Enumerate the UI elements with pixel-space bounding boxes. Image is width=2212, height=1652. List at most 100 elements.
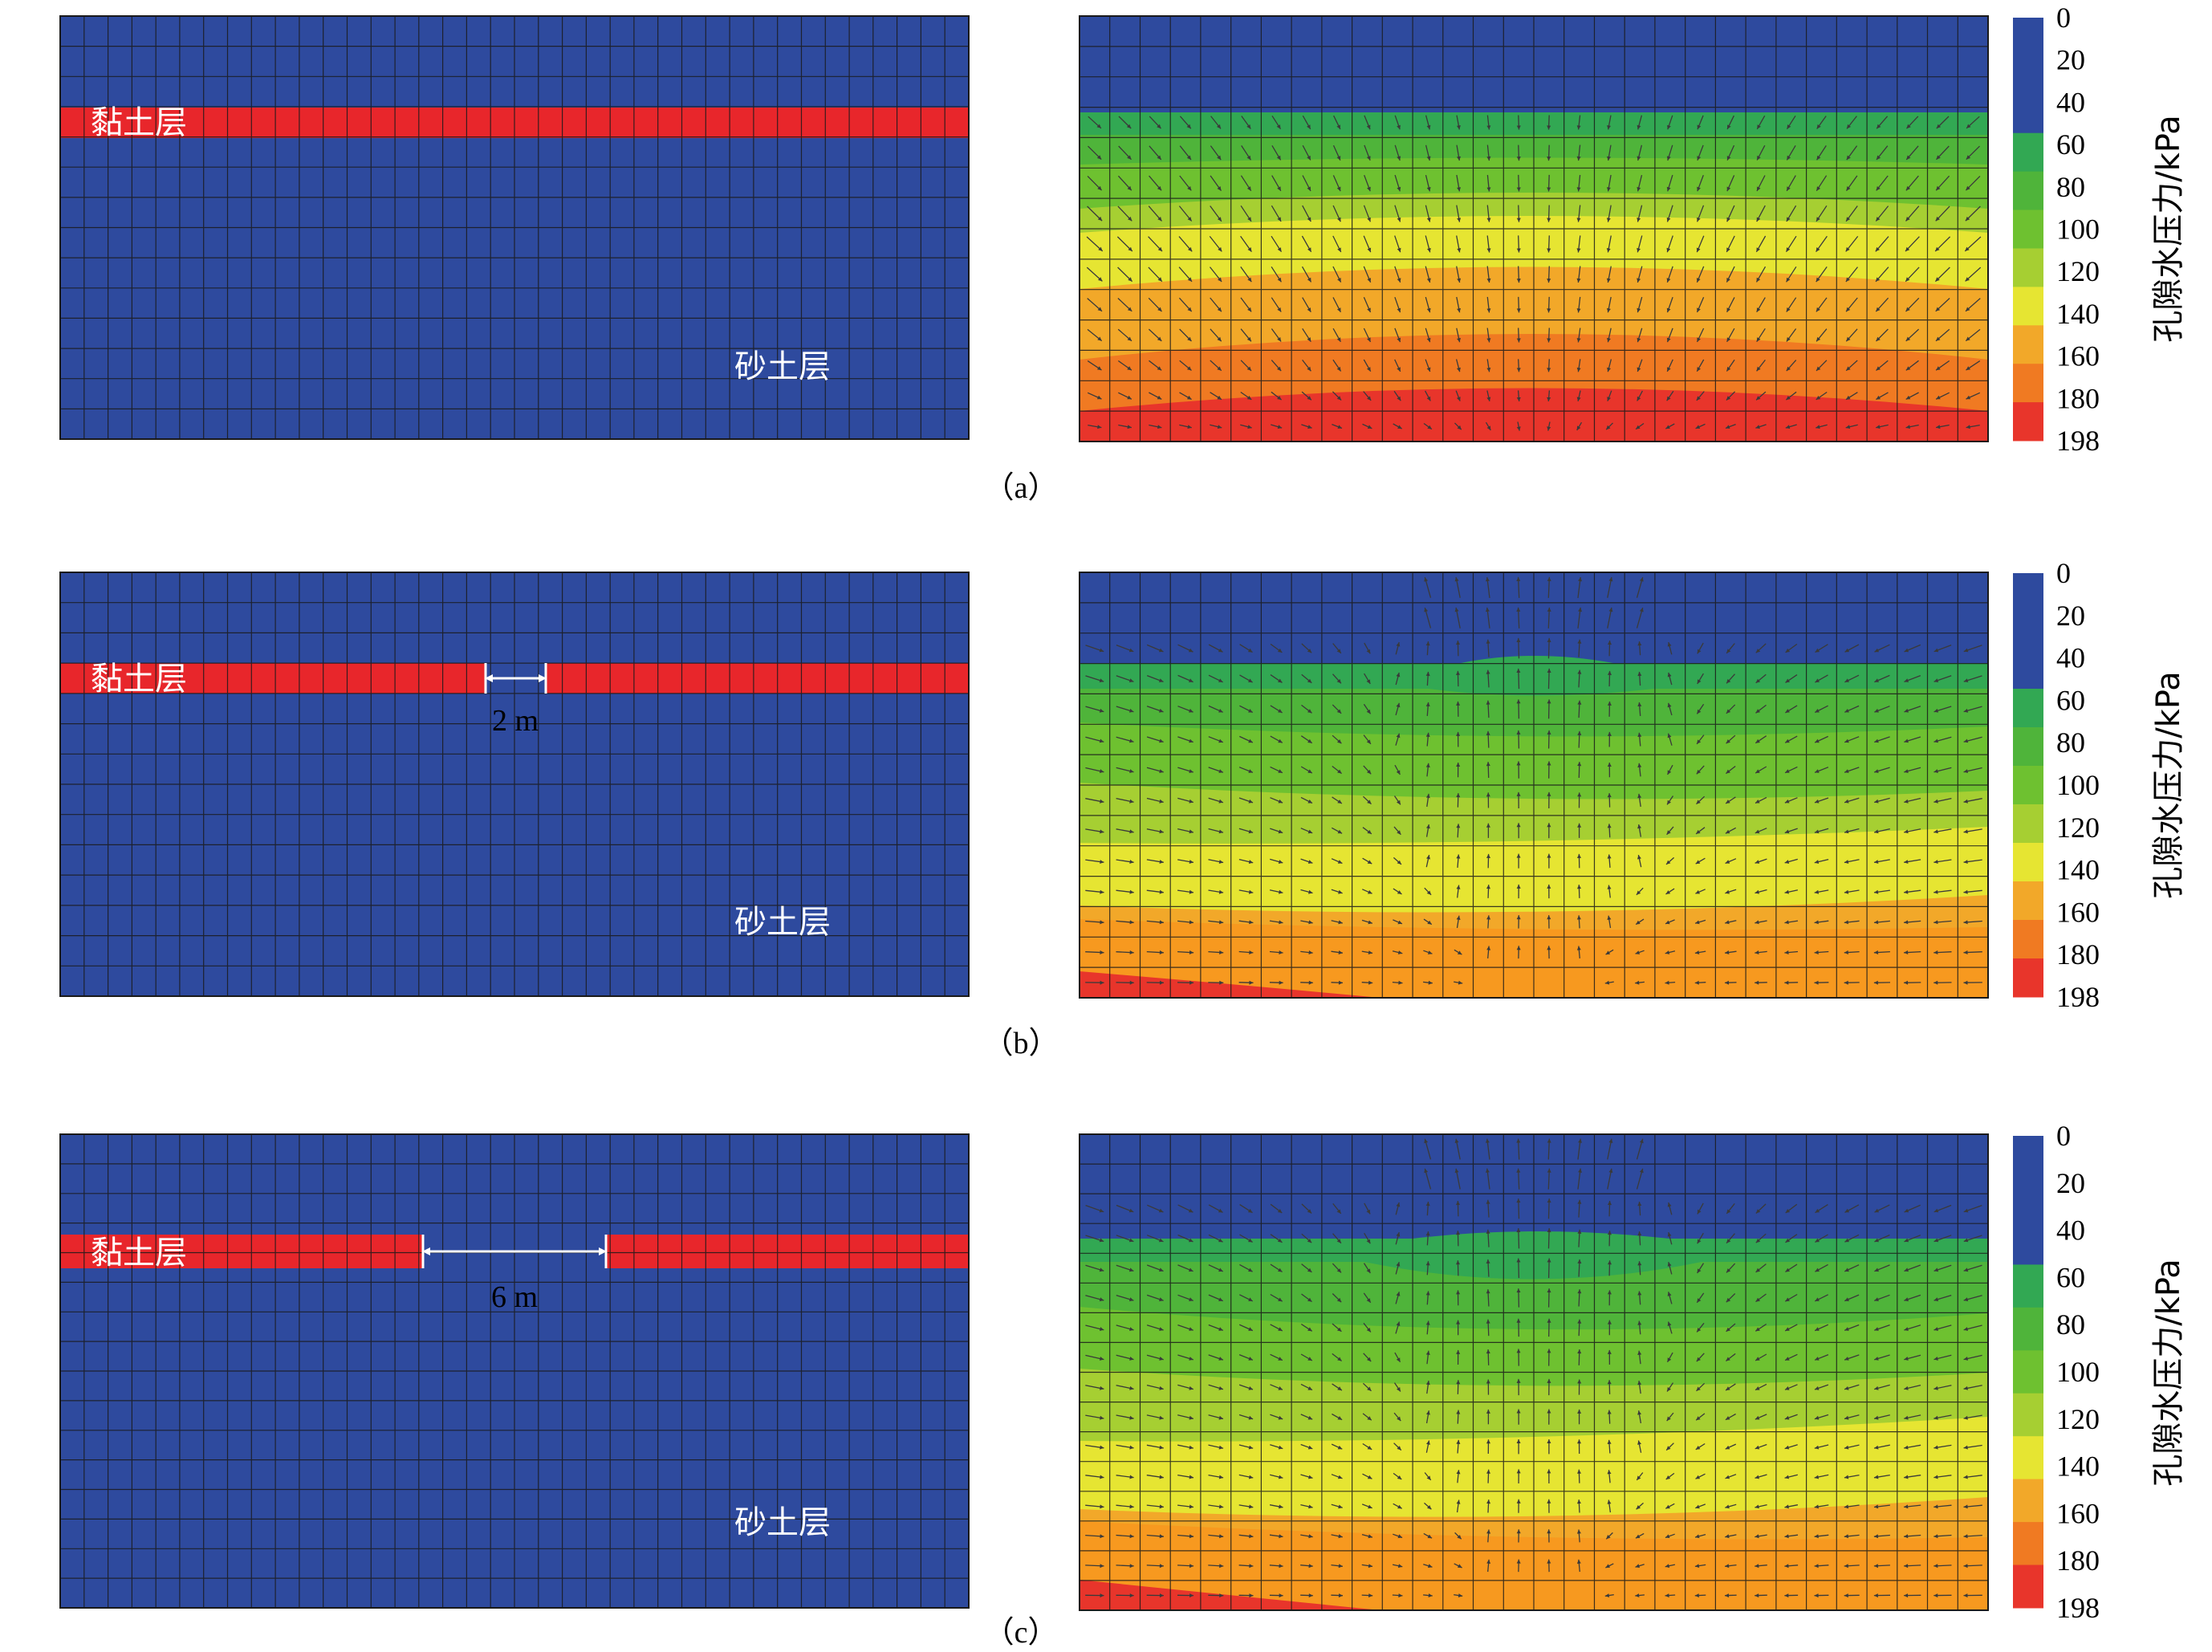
- flow-arrow: [1300, 735, 1313, 744]
- flow-arrow: [1363, 328, 1372, 343]
- flow-arrow: [1816, 205, 1828, 222]
- flow-arrow: [1516, 699, 1521, 719]
- flow-arrow: [1394, 174, 1401, 192]
- flow-arrow: [1146, 1504, 1164, 1509]
- colorbar-tick-label: 0: [2056, 557, 2071, 589]
- flow-arrow: [1456, 701, 1461, 717]
- colorbar-c: 0 20 40 60 80 100 120 140 160 180 198 孔隙水压力/kPa: [2013, 1120, 2187, 1624]
- flow-arrow: [1116, 1385, 1134, 1390]
- flow-arrow: [1607, 1380, 1612, 1394]
- flow-arrow: [1146, 1324, 1164, 1331]
- flow-arrow: [1486, 700, 1490, 718]
- mesh-grid: [1080, 1134, 1988, 1610]
- flow-arrow: [1608, 1200, 1612, 1217]
- flow-arrow: [1816, 116, 1827, 129]
- flow-arrow: [1332, 765, 1342, 775]
- flow-arrow: [1547, 1318, 1551, 1337]
- flow-arrow: [1333, 115, 1341, 130]
- flow-arrow: [1332, 1202, 1342, 1215]
- flow-arrow: [1665, 1472, 1675, 1480]
- flow-arrow: [1364, 1202, 1371, 1215]
- flow-arrow: [1814, 1504, 1829, 1509]
- flow-arrow: [1456, 793, 1461, 808]
- flow-arrow: [1935, 360, 1950, 371]
- flow-arrow: [1695, 1442, 1706, 1451]
- flow-arrow: [1815, 705, 1828, 714]
- flow-arrow: [1816, 360, 1828, 372]
- flow-arrow: [1665, 1564, 1676, 1569]
- flow-arrow: [1637, 854, 1642, 868]
- colorbar-segment: [2013, 573, 2043, 612]
- flow-arrow: [1816, 175, 1828, 192]
- flow-arrow: [1516, 1168, 1521, 1190]
- flow-arrow: [1696, 1292, 1705, 1304]
- flow-arrow: [1085, 1475, 1104, 1479]
- flow-arrow: [1933, 797, 1952, 804]
- flow-arrow: [1516, 668, 1521, 690]
- flow-arrow: [1177, 889, 1194, 894]
- flow-arrow: [1605, 1532, 1613, 1540]
- flow-arrow: [1486, 792, 1490, 808]
- flow-arrow: [1149, 392, 1162, 400]
- flow-arrow: [1637, 1380, 1642, 1394]
- flow-arrow: [1364, 115, 1371, 130]
- colorbar-segment: [2013, 881, 2043, 921]
- flow-arrow: [1904, 644, 1921, 653]
- flow-arrow: [1963, 859, 1982, 864]
- flow-arrow: [1814, 1534, 1829, 1539]
- flow-arrow: [1755, 1263, 1767, 1273]
- flow-arrow: [1904, 828, 1921, 834]
- flow-arrow: [1300, 1503, 1313, 1509]
- flow-arrow: [1085, 1444, 1104, 1450]
- flow-arrow: [1695, 889, 1706, 894]
- flow-arrow: [1576, 266, 1581, 283]
- flow-arrow: [1394, 205, 1401, 222]
- flow-arrow: [1607, 1439, 1612, 1454]
- flow-arrow: [1905, 424, 1919, 429]
- flow-arrow: [1270, 643, 1283, 653]
- flow-arrow: [1844, 1474, 1860, 1479]
- flow-arrow: [1208, 889, 1224, 894]
- flow-arrow: [1116, 920, 1134, 925]
- flow-arrow: [1085, 767, 1104, 773]
- colorbar-segment: [2013, 1350, 2043, 1394]
- flow-arrow: [1146, 736, 1164, 743]
- seepage-vectors: [1085, 576, 1982, 985]
- flow-arrow: [1117, 205, 1132, 222]
- flow-arrow: [1516, 1529, 1521, 1543]
- flow-arrow: [1875, 267, 1889, 283]
- flow-arrow: [1363, 703, 1372, 714]
- colorbar-tick-label: 198: [2056, 1592, 2100, 1624]
- flow-arrow: [1486, 853, 1490, 869]
- flow-arrow: [1210, 297, 1222, 312]
- flow-arrow: [1271, 360, 1282, 372]
- flow-arrow: [1486, 328, 1491, 343]
- flow-arrow: [1146, 706, 1164, 713]
- flow-arrow: [1424, 607, 1432, 629]
- flow-arrow: [1085, 1354, 1104, 1361]
- flow-arrow: [1724, 1593, 1737, 1598]
- flow-arrow: [1149, 116, 1161, 129]
- flow-arrow: [1116, 1534, 1134, 1539]
- colorbar-segment: [2013, 94, 2043, 134]
- flow-arrow: [1240, 235, 1252, 252]
- flow-arrow: [1146, 1384, 1164, 1390]
- flow-arrow: [1516, 144, 1521, 161]
- flow-arrow: [1666, 328, 1673, 343]
- flow-arrow: [1146, 859, 1164, 864]
- flow-arrow: [1725, 827, 1737, 834]
- colorbar-segment: [2013, 248, 2043, 287]
- flow-arrow: [1394, 1352, 1401, 1363]
- flow-arrow: [1393, 857, 1402, 865]
- flow-arrow: [1696, 703, 1705, 714]
- flow-arrow: [1456, 144, 1461, 161]
- flow-arrow: [1547, 144, 1551, 161]
- colorbar-segment: [2013, 132, 2043, 173]
- flow-arrow: [1547, 1288, 1551, 1308]
- flow-arrow: [1607, 1290, 1612, 1306]
- flow-arrow: [1576, 235, 1581, 253]
- flow-arrow: [1425, 702, 1430, 716]
- flow-arrow: [1577, 1138, 1582, 1160]
- flow-arrow: [1269, 1593, 1283, 1598]
- flow-arrow: [1577, 1259, 1582, 1277]
